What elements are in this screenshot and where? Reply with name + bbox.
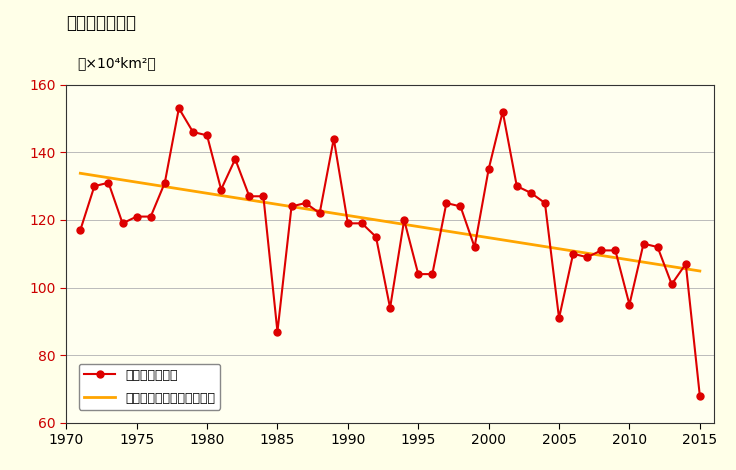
Text: （×10⁴km²）: （×10⁴km²） [77, 56, 156, 70]
Legend: 最大海氷域面積, 最大海氷域面積の変化傾向: 最大海氷域面積, 最大海氷域面積の変化傾向 [79, 364, 220, 410]
Text: 最大海氷域面積: 最大海氷域面積 [66, 14, 136, 32]
